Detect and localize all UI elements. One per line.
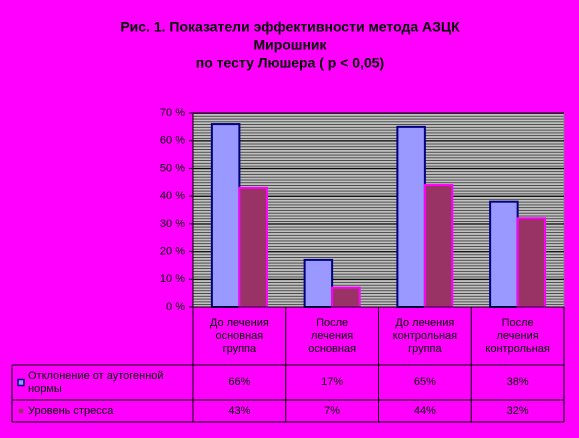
- chart-title: по тесту Люшера ( p < 0,05): [196, 55, 384, 71]
- bar: [489, 200, 519, 308]
- value-label-box: 44%: [413, 404, 436, 417]
- value-label: 66%: [228, 376, 251, 388]
- bar: [210, 123, 241, 309]
- legend-label-box: Отклонение от аутогенной нормы: [28, 369, 164, 395]
- value-label-box: 66%: [228, 376, 251, 388]
- x-tick-label-box: До лечения контрольная группа: [392, 316, 458, 355]
- value-label-box: 17%: [321, 376, 344, 388]
- value-label: 38%: [506, 376, 529, 388]
- y-tick-label: 30 %: [160, 218, 185, 230]
- y-tick-label: 10 %: [160, 273, 185, 285]
- legend-key: [17, 378, 25, 387]
- chart-title: Мирошник: [253, 37, 327, 53]
- value-label-box: 32%: [506, 404, 529, 417]
- y-tick-label: 20 %: [160, 245, 185, 257]
- value-label: 43%: [228, 404, 251, 417]
- x-tick-label-box: После лечения основная: [308, 316, 357, 355]
- bar: [331, 286, 361, 309]
- legend-label: Уровень стресса: [28, 404, 114, 417]
- x-tick-label-box: До лечения основная группа: [209, 316, 269, 355]
- bar: [303, 258, 334, 308]
- y-tick-label: 40 %: [160, 190, 185, 202]
- value-label: 32%: [506, 404, 529, 417]
- y-tick-label: 60 %: [160, 135, 185, 147]
- y-tick-label: 0 %: [166, 301, 185, 313]
- y-tick-label: 70 %: [160, 107, 185, 119]
- bar: [516, 217, 547, 308]
- x-tick-label: До лечения основная группа: [209, 316, 269, 355]
- legend-key: [17, 407, 25, 415]
- x-tick-label: После лечения контрольная: [485, 316, 550, 355]
- bar: [396, 125, 426, 308]
- bar: [423, 184, 454, 308]
- x-tick-label-box: После лечения контрольная: [485, 316, 550, 355]
- value-label-box: 65%: [413, 376, 436, 388]
- x-tick-label: До лечения контрольная группа: [392, 316, 458, 355]
- legend-label: Отклонение от аутогенной нормы: [28, 369, 164, 395]
- value-label-box: 38%: [506, 376, 529, 388]
- value-label-box: 43%: [228, 404, 251, 417]
- value-label: 7%: [324, 404, 341, 417]
- value-label: 17%: [321, 376, 344, 388]
- x-tick-label: После лечения основная: [308, 316, 357, 355]
- legend-label-box: Уровень стресса: [28, 404, 114, 417]
- value-label: 44%: [413, 404, 436, 417]
- value-label-box: 7%: [324, 404, 341, 417]
- bar: [238, 186, 268, 308]
- value-label: 65%: [413, 376, 436, 388]
- y-tick-label: 50 %: [160, 162, 185, 174]
- chart-title: Рис. 1. Показатели эффективности метода …: [120, 19, 460, 35]
